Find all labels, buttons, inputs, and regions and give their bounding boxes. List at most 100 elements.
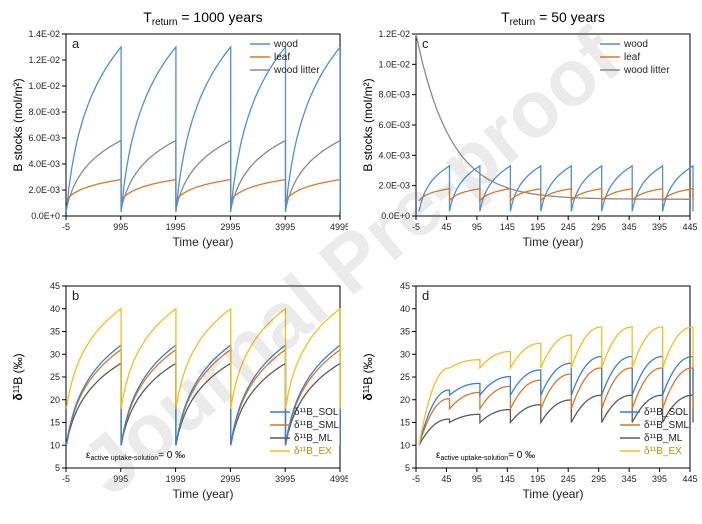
ytick: 10 bbox=[50, 440, 60, 450]
series-wood bbox=[419, 166, 693, 212]
xtick: 295 bbox=[591, 222, 606, 232]
series-decay bbox=[416, 34, 690, 199]
series-sol bbox=[419, 357, 693, 446]
panel-d: d-54595145195245295345395445510152025303… bbox=[358, 260, 698, 508]
legend-label: δ¹¹B_EX bbox=[644, 446, 682, 457]
xtick: 4995 bbox=[330, 222, 348, 232]
ytick: 25 bbox=[50, 372, 60, 382]
xtick: 45 bbox=[441, 474, 451, 484]
ytick: 45 bbox=[50, 281, 60, 291]
ytick: 6.0E-03 bbox=[28, 133, 60, 143]
xtick: 145 bbox=[500, 474, 515, 484]
ytick: 4.0E-03 bbox=[28, 159, 60, 169]
series-leaf bbox=[66, 180, 340, 201]
xlabel: Time (year) bbox=[523, 487, 584, 501]
ytick: 40 bbox=[400, 304, 410, 314]
xtick: 1995 bbox=[166, 222, 186, 232]
legend-label: leaf bbox=[274, 52, 290, 63]
panel-tag: a bbox=[72, 36, 80, 51]
xlabel: Time (year) bbox=[523, 235, 584, 249]
xtick: 195 bbox=[530, 222, 545, 232]
xtick: 45 bbox=[441, 222, 451, 232]
xtick: 195 bbox=[530, 474, 545, 484]
xtick: 345 bbox=[622, 474, 637, 484]
xtick: 2995 bbox=[220, 222, 240, 232]
ylabel: δ11B (‰) bbox=[361, 353, 375, 400]
xtick: 95 bbox=[472, 474, 482, 484]
panel-b: b -5 995 1995 2995 3995 4995 5 10 15 20 25 30 35 40 45 T… bbox=[8, 260, 348, 508]
ytick: 8.0E-03 bbox=[28, 107, 60, 117]
legend-label: wood litter bbox=[273, 65, 320, 76]
ytick: 1.4E-02 bbox=[28, 29, 60, 39]
ytick: 35 bbox=[400, 327, 410, 337]
ytick: 35 bbox=[50, 327, 60, 337]
ytick: 40 bbox=[50, 304, 60, 314]
xtick: 395 bbox=[652, 474, 667, 484]
panel-tag: b bbox=[72, 288, 79, 303]
ylabel: B stocks (mol/m²) bbox=[361, 78, 375, 171]
panel-c: Treturn = 50 years c -5 45 95 145 195 245 295 345… bbox=[358, 8, 698, 256]
ytick: 4.0E-03 bbox=[378, 150, 410, 160]
epsilon-annotation: εactive uptake-solution= 0 ‰ bbox=[436, 450, 535, 462]
ytick: 5 bbox=[55, 463, 60, 473]
epsilon-annotation: εactive uptake-solution= 0 ‰ bbox=[86, 450, 185, 462]
panel-tag: d bbox=[422, 288, 429, 303]
ytick: 15 bbox=[50, 418, 60, 428]
ytick: 20 bbox=[400, 395, 410, 405]
ytick: 2.0E-03 bbox=[378, 181, 410, 191]
legend-label: δ¹¹B_ML bbox=[294, 433, 333, 444]
legend-label: δ¹¹B_SOL bbox=[644, 407, 689, 418]
xtick: 3995 bbox=[275, 222, 295, 232]
panel-title: Treturn = 50 years bbox=[501, 9, 605, 28]
legend-label: leaf bbox=[624, 52, 640, 63]
ytick: 1.2E-02 bbox=[28, 55, 60, 65]
series-wood_litter bbox=[66, 141, 340, 210]
legend-label: δ¹¹B_EX bbox=[294, 446, 332, 457]
xtick: 995 bbox=[113, 222, 128, 232]
legend-label: δ¹¹B_SML bbox=[294, 420, 339, 431]
legend-label: δ¹¹B_SML bbox=[644, 420, 689, 431]
ytick: 0.0E+0 bbox=[381, 211, 410, 221]
xtick: -5 bbox=[62, 474, 70, 484]
ytick: 25 bbox=[400, 372, 410, 382]
xtick: 245 bbox=[561, 222, 576, 232]
legend-label: wood bbox=[273, 39, 298, 50]
panel-a: Treturn = 1000 years a -5 995 1995 2995 3995 49… bbox=[8, 8, 348, 256]
ylabel: B stocks (mol/m²) bbox=[11, 78, 25, 171]
ytick: 45 bbox=[400, 281, 410, 291]
panel-tag: c bbox=[422, 36, 429, 51]
ytick: 5 bbox=[405, 463, 410, 473]
xtick: -5 bbox=[62, 222, 70, 232]
ytick: 1.0E-02 bbox=[28, 81, 60, 91]
ytick: 0.0E+0 bbox=[31, 211, 60, 221]
ytick: 6.0E-03 bbox=[378, 120, 410, 130]
ytick: 20 bbox=[50, 395, 60, 405]
xtick: -5 bbox=[412, 222, 420, 232]
legend-label: δ¹¹B_SOL bbox=[294, 407, 339, 418]
xtick: 3995 bbox=[275, 474, 295, 484]
ytick: 8.0E-03 bbox=[378, 90, 410, 100]
xtick: 445 bbox=[682, 222, 697, 232]
xlabel: Time (year) bbox=[173, 235, 234, 249]
xtick: 245 bbox=[561, 474, 576, 484]
xtick: 345 bbox=[622, 222, 637, 232]
ytick: 2.0E-03 bbox=[28, 185, 60, 195]
ytick: 10 bbox=[400, 440, 410, 450]
ytick: 1.2E-02 bbox=[378, 29, 410, 39]
xtick: 395 bbox=[652, 222, 667, 232]
panel-title: Treturn = 1000 years bbox=[143, 9, 262, 28]
xtick: 995 bbox=[113, 474, 128, 484]
legend-label: wood litter bbox=[623, 65, 670, 76]
legend-label: wood bbox=[623, 39, 648, 50]
xtick: 1995 bbox=[166, 474, 186, 484]
xtick: 145 bbox=[500, 222, 515, 232]
legend-label: δ¹¹B_ML bbox=[644, 433, 683, 444]
xtick: 2995 bbox=[220, 474, 240, 484]
xtick: 445 bbox=[682, 474, 697, 484]
xtick: 4995 bbox=[330, 474, 348, 484]
xlabel: Time (year) bbox=[173, 487, 234, 501]
xtick: 95 bbox=[472, 222, 482, 232]
ytick: 30 bbox=[400, 349, 410, 359]
ylabel: δ11B (‰) bbox=[11, 353, 25, 400]
ytick: 30 bbox=[50, 349, 60, 359]
